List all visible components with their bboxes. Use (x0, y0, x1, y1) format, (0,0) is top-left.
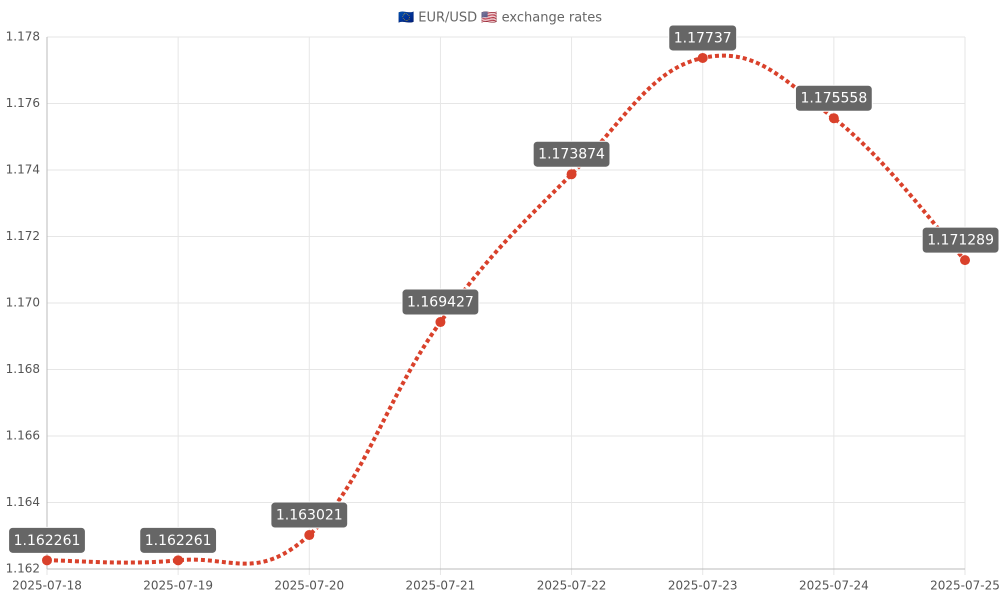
point (697, 52, 708, 63)
x-tick-label: 2025-07-21 (406, 579, 476, 593)
y-tick-label: 1.178 (6, 30, 40, 44)
data-label-box (668, 24, 738, 52)
y-tick-label: 1.162 (6, 562, 40, 576)
chart-title: 🇪🇺 EUR/USD 🇺🇸 exchange rates (398, 11, 602, 26)
x-tick-label: 2025-07-22 (537, 579, 607, 593)
data-label-text: 1.163021 (276, 508, 343, 524)
data-label: 1.173874 (532, 140, 611, 168)
x-tick-label: 2025-07-18 (12, 579, 82, 593)
x-tick-label: 2025-07-19 (143, 579, 213, 593)
y-tick-label: 1.170 (6, 296, 40, 310)
data-label: 1.162261 (139, 526, 218, 554)
point (960, 255, 970, 266)
line (46, 53, 967, 566)
data-label-box (270, 501, 349, 529)
point (304, 530, 315, 541)
point (173, 555, 184, 566)
data-label: 1.171289 (921, 226, 1000, 254)
y-tick-label: 1.168 (6, 362, 40, 376)
x-tick-label: 2025-07-20 (274, 579, 344, 593)
x-tick-label: 2025-07-24 (799, 579, 869, 593)
y-tick-label: 1.176 (6, 96, 40, 110)
data-label-text: 1.162261 (14, 533, 81, 549)
y-tick-label: 1.172 (6, 229, 40, 243)
data-label-text: 1.162261 (145, 533, 212, 549)
data-label-box (532, 140, 611, 168)
data-label-box (794, 84, 873, 112)
point (435, 317, 446, 328)
data-label-box (139, 526, 218, 554)
data-label-text: 1.173874 (538, 147, 605, 163)
data-label-text: 1.17737 (674, 30, 732, 46)
y-tick-label: 1.166 (6, 429, 40, 443)
data-label: 1.169427 (401, 288, 480, 316)
data-label-text: 1.169427 (407, 295, 474, 311)
data-label: 1.17737 (668, 24, 738, 52)
data-label: 1.162261 (8, 526, 86, 554)
x-tick-label: 2025-07-25 (930, 579, 1000, 593)
data-label-text: 1.171289 (927, 233, 994, 249)
data-label-text: 1.175558 (800, 91, 867, 107)
data-label-box (8, 526, 86, 554)
point (566, 169, 577, 180)
y-tick-label: 1.174 (6, 163, 40, 177)
y-tick-label: 1.164 (6, 495, 40, 509)
point (828, 113, 839, 124)
point (42, 555, 52, 566)
data-label: 1.175558 (794, 84, 873, 112)
data-label-box (401, 288, 480, 316)
data-label-box (921, 226, 1000, 254)
data-label: 1.163021 (270, 501, 349, 529)
x-tick-label: 2025-07-23 (668, 579, 738, 593)
